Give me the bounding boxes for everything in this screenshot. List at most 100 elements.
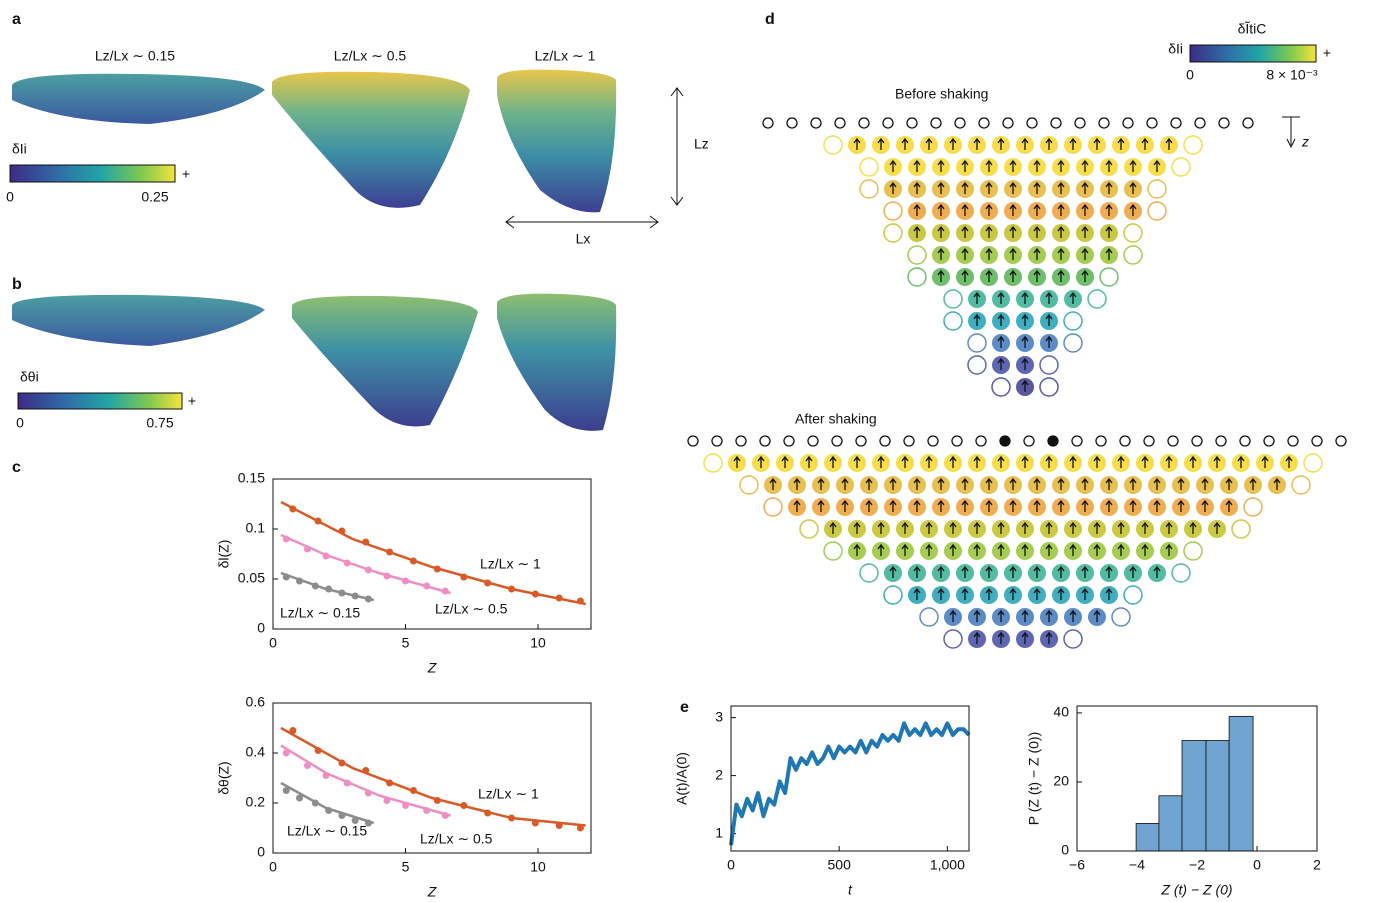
x-tick-label: 500 — [828, 857, 852, 873]
data-point — [338, 528, 345, 535]
data-point — [577, 825, 584, 832]
data-point — [402, 578, 409, 585]
y-tick-label: 0 — [257, 844, 265, 860]
size-arrow — [671, 88, 683, 205]
data-point — [323, 772, 330, 779]
panel-label: b — [12, 276, 22, 293]
data-point — [325, 586, 332, 593]
lattice-particle — [1124, 246, 1142, 264]
colorbar-tick: 8 × 10⁻³ — [1266, 67, 1318, 83]
y-tick-label: 0 — [257, 620, 265, 636]
data-point — [386, 780, 393, 787]
lattice-particle — [1232, 520, 1250, 538]
depth-arrow — [1282, 117, 1300, 147]
data-point — [296, 795, 303, 802]
data-point — [325, 807, 332, 814]
lattice-particle — [992, 378, 1010, 396]
panel-label: d — [765, 11, 775, 28]
lattice-site — [1264, 436, 1274, 446]
lattice-site — [883, 118, 893, 128]
chart: −6−4−20202040Z (t) − Z (0)P (Z (t) − Z (… — [1026, 704, 1321, 898]
lattice-site — [760, 436, 770, 446]
lattice-particle — [860, 180, 878, 198]
lattice-site — [928, 436, 938, 446]
data-point — [423, 583, 430, 590]
y-tick-label: 0.05 — [238, 570, 265, 586]
lattice-site — [1312, 436, 1322, 446]
lattice-particle — [824, 136, 842, 154]
lattice-site — [1000, 436, 1010, 446]
lattice-site — [688, 436, 698, 446]
panel-a: a Lz/Lx ∼ 0.15 Lz/Lx ∼ 0.5 Lz/Lx ∼ 1 δIi… — [6, 11, 709, 246]
y-tick-label: 0.4 — [246, 744, 266, 760]
panel-d: d Before shaking After shaking δĨtiC δIi… — [688, 11, 1346, 648]
lattice-site — [832, 436, 842, 446]
y-tick-label: 1 — [715, 824, 723, 840]
lattice-particle — [824, 542, 842, 560]
colorbar-plus: + — [182, 166, 190, 182]
data-point — [460, 574, 467, 581]
panel-subtitle: Before shaking — [895, 86, 988, 102]
lattice-particle — [800, 520, 818, 538]
lattice-site — [1195, 118, 1205, 128]
lattice-particle — [1172, 158, 1190, 176]
data-point — [283, 536, 290, 543]
lattice-particle — [1100, 268, 1118, 286]
lattice-site — [859, 118, 869, 128]
lattice-particle — [1292, 476, 1310, 494]
data-point — [289, 727, 296, 734]
data-point — [508, 586, 515, 593]
panel-title: Lz/Lx ∼ 0.5 — [334, 48, 407, 64]
data-point — [344, 780, 351, 787]
colorbar — [18, 393, 182, 409]
axis-annotation: Lx — [576, 231, 591, 247]
lattice-particle — [704, 454, 722, 472]
x-tick-label: 0 — [269, 859, 277, 875]
y-tick-label: 40 — [1053, 704, 1069, 720]
data-point — [577, 598, 584, 605]
series-label: Lz/Lx ∼ 0.15 — [280, 605, 360, 621]
x-axis-label: Z — [427, 884, 437, 900]
lattice-site — [1051, 118, 1061, 128]
x-tick-label: 5 — [402, 859, 410, 875]
data-point — [434, 797, 441, 804]
y-tick-label: 2 — [715, 766, 723, 782]
data-point — [362, 539, 369, 546]
lattice-site — [1075, 118, 1085, 128]
series-label: Lz/Lx ∼ 0.5 — [435, 601, 508, 617]
data-point — [410, 787, 417, 794]
x-tick-label: −6 — [1069, 857, 1085, 873]
lattice-site — [1243, 118, 1253, 128]
lattice-particle — [1148, 180, 1166, 198]
colorbar-plus: + — [1323, 45, 1331, 61]
lattice-particle — [860, 158, 878, 176]
lattice-particle — [944, 312, 962, 330]
lattice-site — [763, 118, 773, 128]
x-tick-label: 10 — [530, 635, 546, 651]
data-point — [312, 800, 319, 807]
y-tick-label: 0.2 — [246, 794, 266, 810]
data-point — [386, 549, 393, 556]
lattice-site — [1168, 436, 1178, 446]
data-point — [283, 787, 290, 794]
lattice-particle — [884, 224, 902, 242]
plot-area — [281, 502, 586, 605]
histogram-bar — [1182, 741, 1206, 851]
lattice-particle — [1304, 454, 1322, 472]
colorbar-tick: 0 — [1186, 67, 1194, 83]
colorbar-label: δθi — [20, 369, 39, 385]
data-point — [323, 553, 330, 560]
lattice-site — [1099, 118, 1109, 128]
colorbar-tick: 0 — [16, 415, 24, 431]
panel-label: e — [680, 699, 689, 716]
x-tick-label: 0 — [269, 635, 277, 651]
y-tick-label: 0.6 — [246, 694, 266, 710]
plot-area — [731, 723, 969, 845]
plot-area — [281, 727, 586, 832]
y-tick-label: 0.1 — [246, 520, 266, 536]
y-axis-label: P (Z (t) − Z (0)) — [1026, 732, 1042, 825]
x-tick-label: −2 — [1189, 857, 1205, 873]
cluster-render — [497, 294, 616, 431]
data-point — [508, 815, 515, 822]
